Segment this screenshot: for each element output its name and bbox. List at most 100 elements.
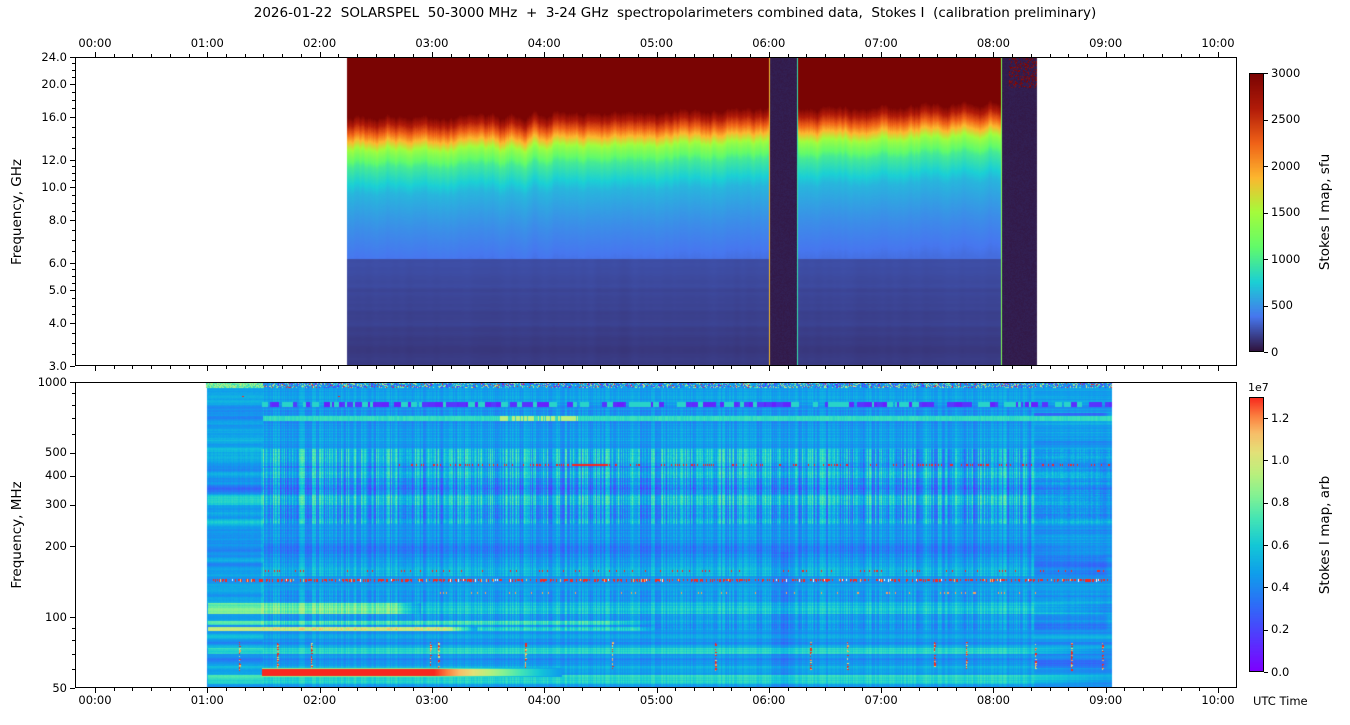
time-tick-minor (113, 366, 115, 369)
sfu-cbar-tick (1264, 212, 1268, 214)
time-tick-minor (619, 54, 621, 57)
time-tick-minor (806, 688, 808, 691)
time-tick-minor (712, 688, 714, 691)
time-tick-minor (469, 366, 471, 369)
time-tick-minor (263, 688, 265, 691)
time-tick-minor (1124, 688, 1126, 691)
time-tick-minor (1030, 366, 1032, 369)
time-tick-minor (1086, 54, 1088, 57)
ghz-tick-minor (72, 108, 75, 110)
time-tick-minor (300, 688, 302, 691)
ghz-tick-minor (72, 240, 75, 242)
sfu-cbar-tick (1264, 259, 1268, 260)
time-tick-minor (824, 688, 826, 691)
time-tick-minor (188, 688, 190, 691)
time-tick-major (207, 52, 209, 57)
time-tick-major (544, 688, 546, 693)
ghz-tick-label: 20.0 (41, 76, 67, 91)
time-tick-minor (525, 366, 527, 369)
ghz-tick-minor (72, 126, 75, 128)
time-tick-minor (132, 366, 134, 369)
time-tick-minor (1143, 54, 1145, 57)
time-tick-minor (1086, 366, 1088, 369)
time-tick-minor (1049, 688, 1051, 691)
mhz-spectrogram-canvas (75, 382, 1237, 688)
mhz-tick-minor (72, 418, 75, 420)
time-tick-major (1105, 52, 1107, 57)
time-tick-label: 06:00 (752, 693, 786, 707)
time-tick-minor (226, 366, 228, 369)
time-tick-minor (637, 54, 639, 57)
ghz-axis-label: Frequency, GHz (9, 158, 25, 266)
time-tick-minor (375, 688, 377, 691)
time-tick-minor (862, 54, 864, 57)
time-tick-label: 00:00 (78, 693, 112, 707)
time-tick-minor (937, 688, 939, 691)
mhz-tick-minor (72, 639, 75, 641)
mhz-tick-label: 1000 (37, 374, 67, 389)
time-tick-minor (450, 54, 452, 57)
mhz-tick-label: 50 (52, 680, 67, 695)
time-tick-minor (413, 54, 415, 57)
ghz-tick-minor (72, 305, 75, 307)
time-tick-minor (226, 54, 228, 57)
ghz-tick-minor (72, 63, 75, 65)
time-tick-label: 09:00 (1089, 693, 1123, 707)
time-tick-label: 03:00 (415, 693, 449, 707)
time-tick-minor (469, 688, 471, 691)
time-tick-minor (506, 688, 508, 691)
time-tick-label: 05:00 (639, 693, 674, 707)
time-tick-minor (394, 54, 396, 57)
ghz-tick-minor (72, 172, 75, 174)
mhz-tick-major (70, 617, 75, 619)
time-tick-minor (357, 688, 359, 691)
time-tick-minor (151, 54, 153, 57)
time-tick-label: 09:00 (1089, 36, 1123, 50)
ghz-tick-label: 24.0 (41, 49, 67, 64)
sfu-cbar-tick-label: 3000 (1271, 65, 1301, 80)
time-tick-major (881, 688, 883, 693)
time-tick-minor (1086, 688, 1088, 691)
time-tick-minor (899, 54, 901, 57)
arb-cbar-tick (1264, 502, 1268, 504)
time-tick-minor (600, 688, 602, 691)
time-tick-minor (600, 54, 602, 57)
ghz-tick-major (70, 117, 75, 119)
ghz-tick-minor (72, 194, 75, 196)
time-tick-label: 10:00 (1201, 36, 1235, 50)
ghz-tick-major (70, 187, 75, 189)
time-tick-minor (1124, 54, 1126, 57)
time-tick-minor (955, 54, 957, 57)
ghz-tick-minor (72, 332, 75, 334)
time-tick-minor (226, 688, 228, 691)
sfu-cbar-tick (1264, 352, 1268, 353)
time-tick-minor (1124, 366, 1126, 369)
time-tick-minor (918, 366, 920, 369)
arb-cbar-tick (1264, 587, 1268, 589)
time-tick-minor (113, 54, 115, 57)
time-tick-label: 04:00 (527, 36, 561, 50)
time-tick-minor (862, 688, 864, 691)
time-tick-label: 03:00 (415, 36, 449, 50)
mhz-tick-major (70, 382, 75, 383)
ghz-tick-label: 10.0 (41, 179, 67, 194)
arb-cbar-tick-label: 1.2 (1271, 410, 1290, 425)
time-tick-major (881, 366, 883, 371)
mhz-tick-label: 100 (45, 609, 67, 624)
time-tick-minor (787, 54, 789, 57)
time-tick-major (993, 688, 995, 693)
ghz-tick-minor (72, 99, 75, 101)
time-tick-minor (675, 688, 677, 691)
time-tick-minor (843, 54, 845, 57)
time-tick-label: 08:00 (976, 36, 1010, 50)
ghz-tick-minor (72, 269, 75, 271)
time-tick-minor (450, 688, 452, 691)
time-tick-minor (1143, 366, 1145, 369)
time-tick-label: 01:00 (190, 693, 224, 707)
time-tick-minor (188, 366, 190, 369)
time-tick-label: 02:00 (303, 693, 337, 707)
time-tick-major (319, 366, 321, 371)
time-tick-minor (1049, 366, 1051, 369)
sfu-cbar-tick-label: 2500 (1271, 112, 1301, 126)
time-tick-minor (1180, 54, 1182, 57)
